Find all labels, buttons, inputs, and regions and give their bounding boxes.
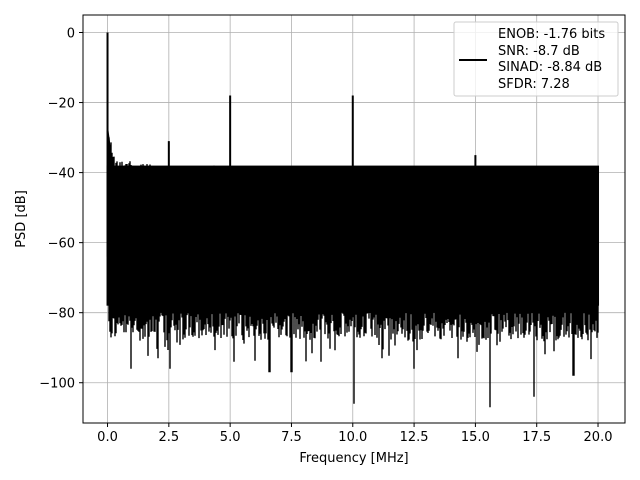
x-tick-label: 17.5 [522, 430, 551, 445]
y-tick-label: −20 [48, 97, 75, 112]
x-tick-label: 20.0 [584, 430, 613, 445]
x-axis-label: Frequency [MHz] [299, 451, 408, 466]
y-tick-label: −80 [48, 307, 75, 322]
y-tick-label: −40 [48, 167, 75, 182]
x-tick-label: 10.0 [338, 430, 367, 445]
x-tick-label: 0.0 [97, 430, 118, 445]
x-tick-label: 12.5 [400, 430, 429, 445]
y-tick-label: 0 [67, 27, 75, 42]
x-tick-label: 2.5 [158, 430, 179, 445]
legend-sinad: SINAD: -8.84 dB [498, 60, 602, 75]
legend-sfdr: SFDR: 7.28 [498, 77, 570, 92]
psd-dc-rolloff [106, 130, 113, 159]
y-tick-label: −100 [39, 377, 75, 392]
legend-box [453, 21, 619, 97]
x-tick-label: 5.0 [220, 430, 241, 445]
data-layer [106, 32, 600, 408]
ticks-layer: 0.0 2.5 5.0 7.5 10.0 12.5 15.0 17.5 20.0 0 −20 −40 −… [39, 27, 612, 445]
x-tick-label: 15.0 [461, 430, 490, 445]
legend: ENOB: -1.76 bits SNR: -8.7 dB SINAD: -8.… [453, 21, 619, 97]
legend-enob: ENOB: -1.76 bits [498, 27, 605, 42]
y-tick-label: −60 [48, 237, 75, 252]
y-axis-label: PSD [dB] [14, 190, 29, 248]
legend-snr: SNR: -8.7 dB [498, 44, 580, 59]
plot-frame [82, 14, 626, 424]
x-tick-label: 7.5 [281, 430, 302, 445]
